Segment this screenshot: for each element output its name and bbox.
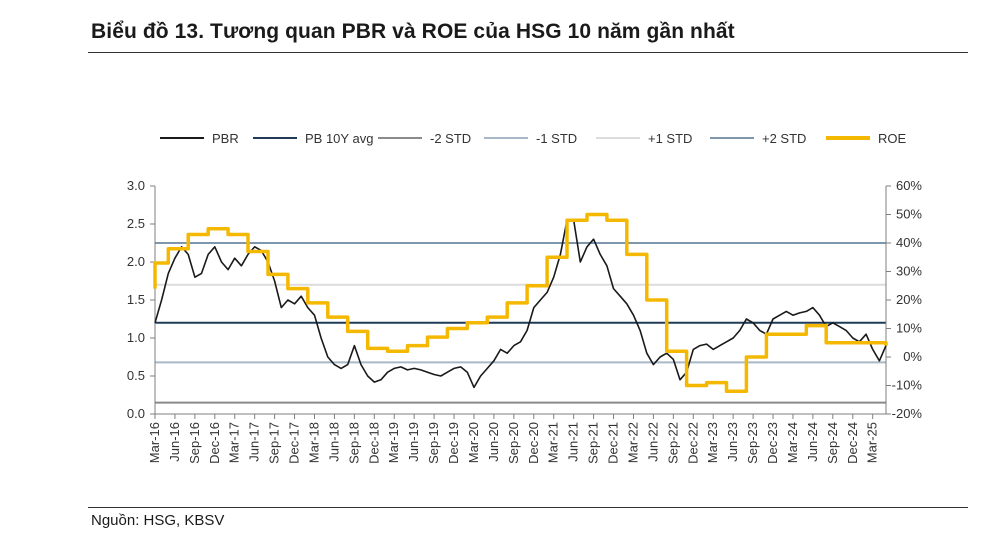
x-tick-label: Sep-19 bbox=[426, 422, 441, 464]
left-tick-label: 1.5 bbox=[127, 292, 145, 307]
legend-label--1-std: +1 STD bbox=[648, 131, 692, 146]
x-tick-label: Dec-22 bbox=[685, 422, 700, 464]
x-tick-label: Dec-19 bbox=[446, 422, 461, 464]
left-tick-label: 3.0 bbox=[127, 178, 145, 193]
right-tick-label: 10% bbox=[896, 321, 922, 336]
x-tick-label: Dec-16 bbox=[207, 422, 222, 464]
right-tick-label: -10% bbox=[892, 378, 923, 393]
x-tick-label: Jun-18 bbox=[326, 422, 341, 462]
x-tick-label: Sep-18 bbox=[346, 422, 361, 464]
left-tick-label: 2.0 bbox=[127, 254, 145, 269]
x-tick-label: Jun-21 bbox=[566, 422, 581, 462]
x-tick-label: Mar-20 bbox=[466, 422, 481, 463]
right-tick-label: 50% bbox=[896, 207, 922, 222]
x-tick-label: Dec-23 bbox=[765, 422, 780, 464]
x-tick-label: Dec-24 bbox=[845, 422, 860, 464]
series-line-pbr bbox=[154, 219, 887, 389]
x-tick-label: Mar-25 bbox=[865, 422, 880, 463]
bottom-divider bbox=[88, 507, 968, 508]
x-tick-label: Mar-21 bbox=[546, 422, 561, 463]
top-divider bbox=[88, 52, 968, 53]
x-tick-label: Mar-23 bbox=[705, 422, 720, 463]
right-tick-label: 20% bbox=[896, 292, 922, 307]
chart-title: Biểu đồ 13. Tương quan PBR và ROE của HS… bbox=[91, 20, 735, 43]
x-tick-label: Dec-18 bbox=[366, 422, 381, 464]
right-tick-label: 30% bbox=[896, 264, 922, 279]
x-tick-label: Sep-20 bbox=[506, 422, 521, 464]
legend-label--2-std: +2 STD bbox=[762, 131, 806, 146]
x-tick-label: Jun-22 bbox=[645, 422, 660, 462]
left-tick-label: 1.0 bbox=[127, 330, 145, 345]
x-tick-label: Mar-17 bbox=[227, 422, 242, 463]
x-tick-label: Sep-24 bbox=[825, 422, 840, 464]
x-tick-label: Mar-22 bbox=[625, 422, 640, 463]
x-tick-label: Dec-20 bbox=[526, 422, 541, 464]
x-tick-label: Mar-24 bbox=[785, 422, 800, 463]
legend-label-roe: ROE bbox=[878, 131, 907, 146]
right-tick-label: 0% bbox=[903, 349, 922, 364]
x-tick-label: Mar-18 bbox=[306, 422, 321, 463]
legend-label-pb-10y-avg: PB 10Y avg bbox=[305, 131, 373, 146]
left-tick-label: 0.5 bbox=[127, 368, 145, 383]
right-tick-label: -20% bbox=[892, 406, 923, 421]
x-tick-label: Jun-23 bbox=[725, 422, 740, 462]
x-tick-label: Jun-16 bbox=[167, 422, 182, 462]
series-line-roe bbox=[153, 212, 888, 393]
x-tick-label: Jun-24 bbox=[805, 422, 820, 462]
source-note: Nguồn: HSG, KBSV bbox=[91, 512, 225, 529]
x-tick-label: Sep-21 bbox=[586, 422, 601, 464]
x-tick-label: Mar-19 bbox=[386, 422, 401, 463]
legend-label--2-std: -2 STD bbox=[430, 131, 471, 146]
x-tick-label: Jun-17 bbox=[247, 422, 262, 462]
chart-legend: PBR PB 10Y avg -2 STD -1 STD +1 STD +2 STD ROE bbox=[160, 131, 907, 146]
x-tick-label: Sep-22 bbox=[665, 422, 680, 464]
legend-label--1-std: -1 STD bbox=[536, 131, 577, 146]
chart-axes: 0.0 0.5 1.0 1.5 2.0 2.5 3.0 -20% -10% 0% 10% 20% 30%… bbox=[127, 178, 923, 464]
x-tick-label: Dec-21 bbox=[606, 422, 621, 464]
x-tick-label: Jun-19 bbox=[406, 422, 421, 462]
x-tick-label: Jun-20 bbox=[486, 422, 501, 462]
left-tick-label: 2.5 bbox=[127, 216, 145, 231]
x-tick-label: Sep-17 bbox=[267, 422, 282, 464]
right-tick-label: 60% bbox=[896, 178, 922, 193]
legend-label-pbr: PBR bbox=[212, 131, 239, 146]
x-tick-label: Dec-17 bbox=[287, 422, 302, 464]
x-tick-label: Mar-16 bbox=[147, 422, 162, 463]
x-tick-label: Sep-23 bbox=[745, 422, 760, 464]
chart-series bbox=[153, 212, 888, 393]
reference-lines bbox=[155, 242, 886, 404]
x-tick-label: Sep-16 bbox=[187, 422, 202, 464]
left-tick-label: 0.0 bbox=[127, 406, 145, 421]
right-tick-label: 40% bbox=[896, 235, 922, 250]
